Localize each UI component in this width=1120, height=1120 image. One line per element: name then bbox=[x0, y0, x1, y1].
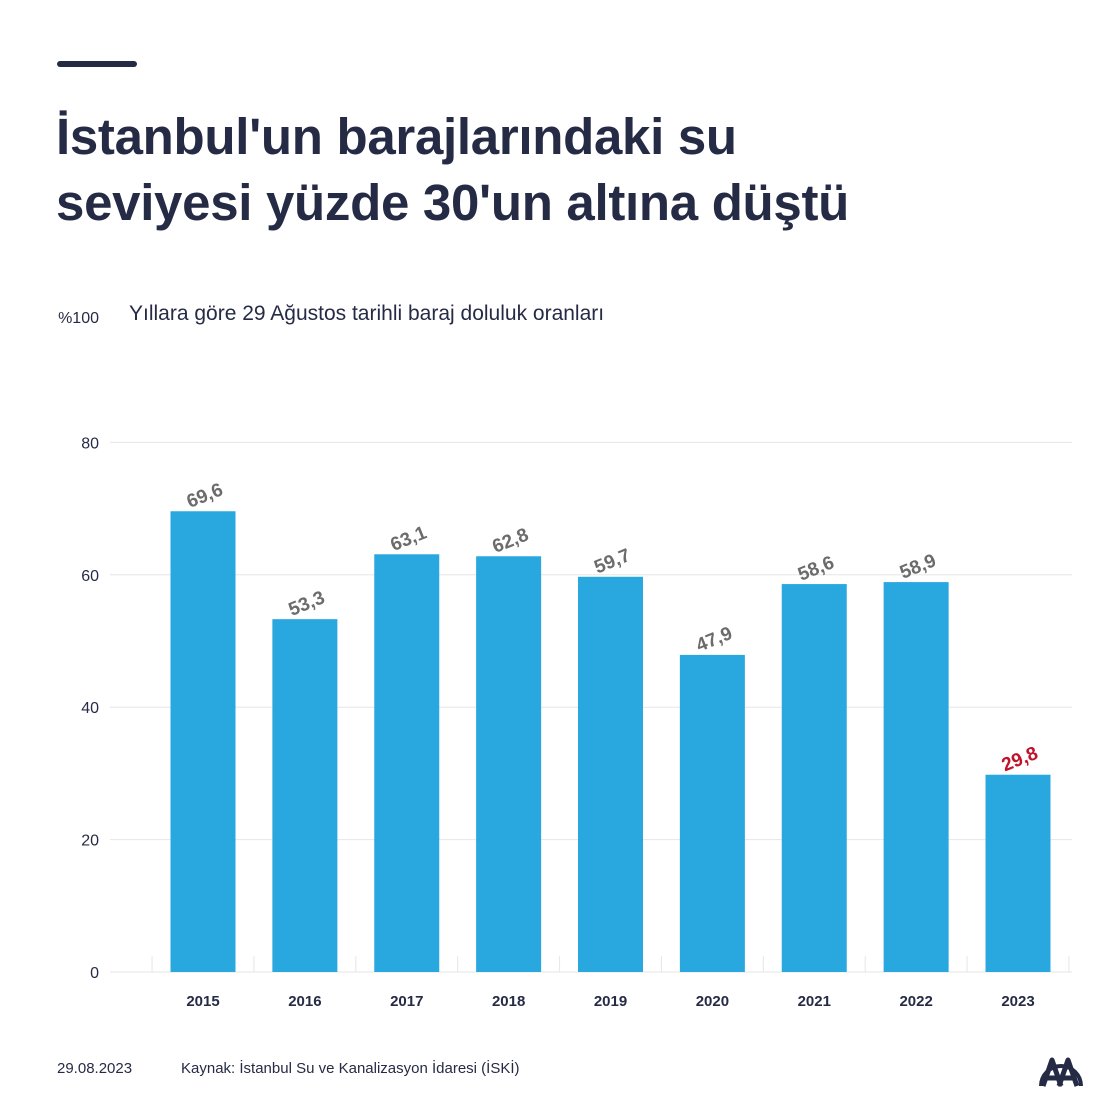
x-tick-label-2020: 2020 bbox=[696, 993, 729, 1010]
bar-2021 bbox=[781, 584, 847, 972]
footer-date: 29.08.2023 bbox=[57, 1060, 133, 1077]
value-label-2015: 69,6 bbox=[184, 479, 226, 512]
x-tick-label-2018: 2018 bbox=[492, 993, 525, 1010]
x-tick-label-2017: 2017 bbox=[390, 993, 423, 1010]
value-label-2023: 29,8 bbox=[999, 743, 1041, 776]
y-tick-label: 60 bbox=[81, 568, 99, 585]
aa-logo-icon bbox=[1039, 1057, 1083, 1087]
x-tick-label-2019: 2019 bbox=[594, 993, 627, 1010]
page-title: İstanbul'un barajlarındaki su seviyesi y… bbox=[56, 104, 1056, 236]
bar-2019 bbox=[578, 576, 643, 972]
x-tick-label-2022: 2022 bbox=[899, 993, 932, 1010]
bar-2018 bbox=[476, 556, 542, 972]
y-tick-label: 40 bbox=[81, 700, 99, 717]
bar-chart: 0 20 40 60 80 %100 69,6 2015 53,3 2016 63,1 2017 62,… bbox=[58, 294, 1072, 1010]
bar-2015 bbox=[170, 511, 236, 972]
bar-2023 bbox=[985, 774, 1051, 972]
bar-2020 bbox=[679, 654, 745, 972]
bars-layer bbox=[170, 511, 1051, 972]
chart-title: Yıllara göre 29 Ağustos tarihli baraj do… bbox=[129, 302, 604, 325]
bar-2022 bbox=[883, 582, 949, 972]
footer-source: Kaynak: İstanbul Su ve Kanalizasyon İdar… bbox=[181, 1060, 520, 1077]
value-label-2021: 58,6 bbox=[795, 552, 837, 585]
y-tick-label: %100 bbox=[58, 310, 99, 327]
y-tick-label: 20 bbox=[81, 833, 99, 850]
x-tick-label-2021: 2021 bbox=[798, 993, 831, 1010]
value-label-2017: 63,1 bbox=[388, 522, 431, 555]
value-label-2020: 47,9 bbox=[693, 623, 735, 656]
y-tick-label: 80 bbox=[81, 435, 99, 452]
bar-2016 bbox=[272, 619, 338, 972]
value-label-2018: 62,8 bbox=[489, 525, 531, 558]
page-title-line-2: seviyesi yüzde 30'un altına düştü bbox=[56, 174, 850, 231]
x-tick-label-2015: 2015 bbox=[186, 993, 219, 1010]
x-tick-label-2016: 2016 bbox=[288, 993, 321, 1010]
decorative-top-rule bbox=[57, 61, 137, 67]
page-title-line-1: İstanbul'un barajlarındaki su bbox=[56, 108, 737, 165]
value-label-2016: 53,3 bbox=[286, 587, 328, 620]
chart-title-background bbox=[120, 294, 683, 330]
x-tick-label-2023: 2023 bbox=[1001, 993, 1034, 1010]
value-label-2022: 58,9 bbox=[897, 550, 939, 583]
value-label-2019: 59,7 bbox=[591, 545, 633, 578]
y-tick-label: 0 bbox=[90, 965, 99, 982]
bar-2017 bbox=[374, 554, 440, 972]
